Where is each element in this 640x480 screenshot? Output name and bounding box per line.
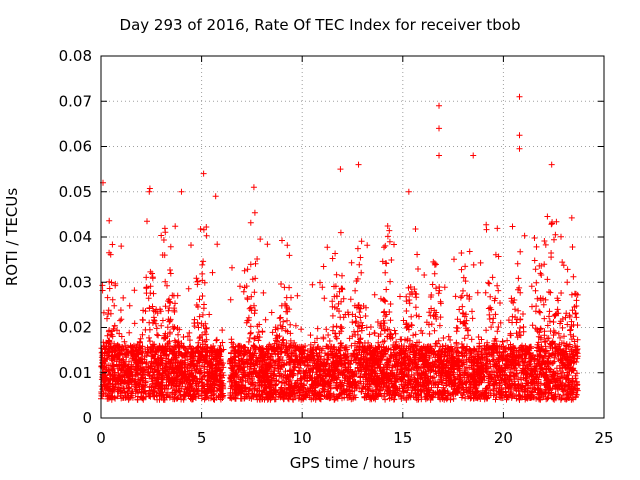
data-point [200, 170, 207, 177]
x-tick-label: 15 [393, 429, 412, 447]
x-axis-label: GPS time / hours [289, 454, 416, 472]
x-tick-label: 20 [494, 429, 513, 447]
y-tick-label: 0.01 [59, 364, 92, 382]
x-tick-label: 25 [594, 429, 613, 447]
data-point [436, 102, 443, 109]
y-tick-label: 0.06 [59, 138, 92, 156]
y-tick-label: 0.05 [59, 183, 92, 201]
data-point [516, 145, 523, 152]
axis-ticks: 0 5 10 15 20 25 0 0.01 0.02 0.03 0.04 0.05 0.06 0.07 0… [59, 47, 614, 447]
y-tick-label: 0.08 [59, 47, 92, 65]
y-tick-label: 0.02 [59, 319, 92, 337]
data-points [98, 93, 581, 403]
data-point [436, 125, 443, 132]
x-tick-label: 10 [293, 429, 312, 447]
data-point [178, 188, 185, 195]
data-point [516, 132, 523, 139]
data-point-cloud [98, 185, 581, 403]
data-point [470, 152, 477, 159]
grid-lines [101, 56, 604, 418]
x-tick-label: 5 [197, 429, 207, 447]
data-point [405, 188, 412, 195]
data-point [212, 193, 219, 200]
y-tick-label: 0.07 [59, 92, 92, 110]
data-point [548, 161, 555, 168]
data-point [355, 161, 362, 168]
y-tick-label: 0.03 [59, 273, 92, 291]
data-point [516, 93, 523, 100]
data-point [337, 166, 344, 173]
y-tick-label: 0 [82, 409, 92, 427]
data-point [250, 184, 257, 191]
x-tick-label: 0 [96, 429, 106, 447]
y-tick-label: 0.04 [59, 228, 92, 246]
chart-title: Day 293 of 2016, Rate Of TEC Index for r… [119, 16, 521, 34]
data-point [436, 152, 443, 159]
data-point [146, 188, 153, 195]
